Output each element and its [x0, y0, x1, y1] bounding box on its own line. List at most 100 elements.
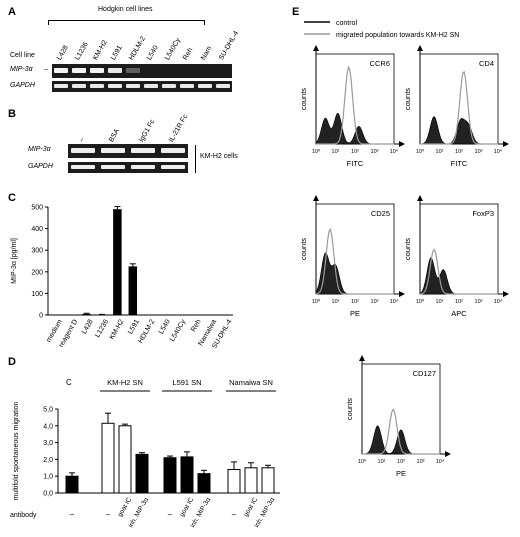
band-gapdh — [180, 84, 194, 88]
lane-label-b: – — [78, 136, 87, 144]
marker-label: CD4 — [479, 59, 494, 68]
lane-label-a: SU-DHL-4 — [218, 30, 241, 62]
gene-label-mip3a: MIP-3α — [10, 66, 33, 73]
panel-a-label: A — [8, 6, 16, 18]
lane-label-b: IL-21R Fc — [168, 113, 190, 144]
y-tick-label: 5,0 — [43, 407, 53, 414]
band-b-mip3a — [161, 148, 185, 153]
x-axis-label: FITC — [347, 159, 364, 168]
gene-label-b-gapdh: GAPDH — [28, 163, 53, 170]
band-gapdh — [72, 84, 86, 88]
y-tick-label: 2,0 — [43, 457, 53, 464]
lane-label-a: L540Cy — [164, 37, 183, 62]
marker-label: CD25 — [371, 209, 390, 218]
arrowhead-right — [399, 141, 405, 147]
migrated-histogram — [362, 408, 440, 455]
x-tick-label: – — [70, 510, 75, 519]
bar — [118, 425, 132, 494]
x-tick-label: goat IC — [243, 496, 260, 518]
band-mip3a — [126, 68, 140, 73]
lane-label-a: HDLM-2 — [128, 35, 148, 62]
lane-label-a: Reh — [182, 46, 195, 62]
x-tick-label: 10² — [455, 299, 463, 305]
lane-label-a: Nam — [200, 45, 214, 62]
x-axis-label: FITC — [451, 159, 468, 168]
x-tick-label: Reh — [190, 318, 203, 333]
band-mip3a — [54, 68, 68, 73]
hodgkin-bracket — [48, 20, 205, 25]
bar — [261, 467, 275, 494]
band-gapdh — [198, 84, 212, 88]
bar — [65, 475, 79, 494]
cell-line-label: Cell line — [10, 52, 35, 59]
marker-label: FoxP3 — [472, 209, 494, 218]
panel-e-label: E — [292, 6, 300, 18]
antibody-label: antibody — [10, 512, 37, 519]
bar — [197, 473, 211, 494]
marker-label: CD127 — [413, 369, 436, 378]
x-tick-label: 10³ — [475, 149, 483, 155]
x-tick-label: 10² — [351, 149, 359, 155]
y-tick-label: 500 — [31, 205, 43, 212]
legend-migrated-text: migrated population towards KM-H2 SN — [336, 32, 459, 39]
x-tick-label: 10¹ — [378, 459, 386, 465]
lane-label-b: IgG1 Fc — [138, 118, 157, 144]
x-tick-label: – — [168, 510, 173, 519]
control-histogram — [315, 252, 394, 295]
gene-label-gapdh: GAPDH — [10, 82, 35, 89]
hodgkin-header: Hodgkin cell lines — [98, 6, 153, 13]
y-tick-label: 200 — [31, 269, 43, 276]
x-tick-label: goat IC — [179, 496, 196, 518]
x-tick-label: L540Cy — [169, 318, 187, 343]
band-b-mip3a — [131, 148, 155, 153]
band-gapdh — [144, 84, 158, 88]
x-tick-label: 10⁰ — [312, 148, 321, 155]
bar — [135, 453, 149, 494]
control-letter: C — [66, 378, 72, 387]
band-gapdh — [90, 84, 104, 88]
y-tick-label: 300 — [31, 248, 43, 255]
flow-panels: CCR6 10⁰ 10¹ 10² 10³ 10⁴ FITC counts CD4 10⁰ 10¹ 10… — [299, 45, 509, 478]
band-gapdh — [162, 84, 176, 88]
y-tick-label: 100 — [31, 291, 43, 298]
x-tick-label: 10⁰ — [358, 458, 367, 465]
band-mip3a — [108, 68, 122, 73]
kmh2-bracket — [195, 145, 196, 173]
x-tick-label: 10⁰ — [416, 148, 425, 155]
bar — [180, 456, 194, 494]
band-b-gapdh — [101, 165, 125, 169]
arrowhead-right — [503, 141, 509, 147]
panel-c-label: C — [8, 192, 16, 204]
x-tick-label: 10³ — [475, 299, 483, 305]
x-tick-label: 10⁴ — [390, 298, 399, 305]
band-b-mip3a — [71, 148, 95, 153]
migrated-histogram — [315, 227, 394, 295]
y-tick-label: 0,0 — [43, 491, 53, 498]
band-gapdh — [108, 84, 122, 88]
x-tick-label: 10⁴ — [494, 298, 503, 305]
x-tick-label: 10³ — [371, 149, 379, 155]
y-tick-label: 3,0 — [43, 440, 53, 447]
lane-label-a: L1236 — [74, 41, 90, 62]
x-tick-label: 10³ — [417, 459, 425, 465]
arrowhead-up — [417, 45, 423, 51]
x-tick-label: 10⁰ — [312, 298, 321, 305]
x-tick-label: L591 — [127, 318, 141, 335]
x-tick-label: 10⁴ — [436, 458, 445, 465]
gene-label-b-mip3a: MIP-3α — [28, 146, 51, 153]
x-tick-label: 10¹ — [436, 149, 444, 155]
bar — [227, 468, 241, 494]
bar — [101, 422, 115, 494]
y-axis-label: multifold spontaneous migration — [13, 401, 20, 500]
arrowhead-up — [359, 355, 365, 361]
y-tick-label: 4,0 — [43, 423, 53, 430]
arrowhead-up — [313, 195, 319, 201]
migrated-histogram — [420, 70, 498, 145]
x-tick-label: L1236 — [94, 318, 110, 338]
y-tick-label: 400 — [31, 226, 43, 233]
y-tick-label: 0 — [39, 313, 43, 320]
bar — [113, 209, 122, 315]
x-tick-label: KM-H2 — [109, 318, 126, 340]
x-tick-label: 10¹ — [332, 149, 340, 155]
